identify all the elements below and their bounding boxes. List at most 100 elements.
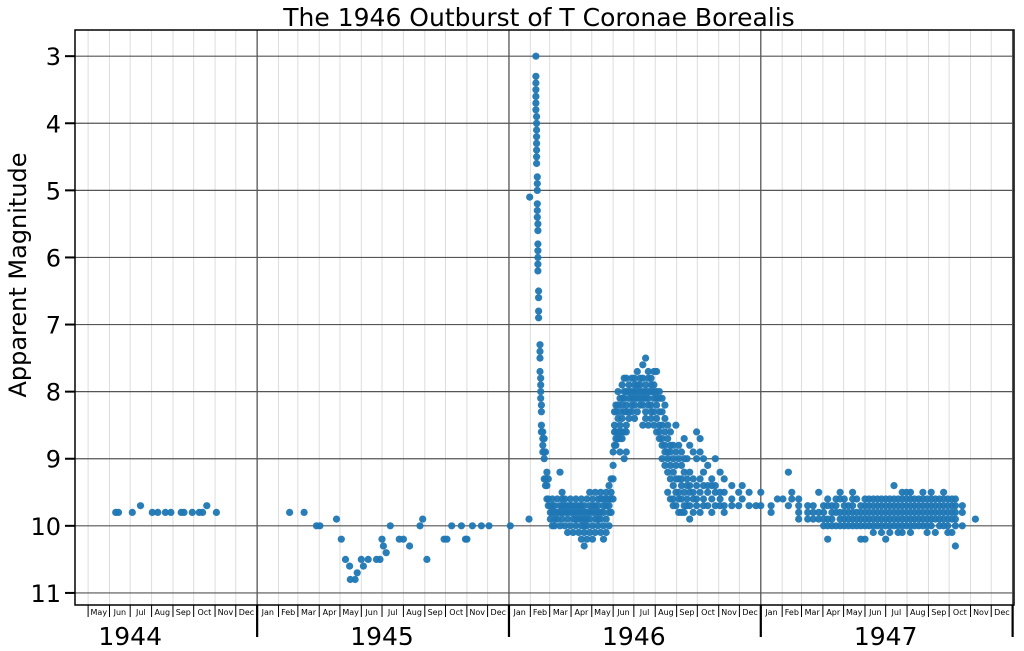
data-point [951, 542, 960, 550]
data-point [203, 502, 211, 510]
data-point [696, 448, 704, 456]
data-point [728, 502, 736, 510]
data-point [680, 508, 688, 516]
data-point [566, 495, 575, 503]
data-point [351, 575, 359, 584]
data-point [853, 495, 861, 503]
month-tick-label: Oct [953, 608, 967, 617]
data-point [735, 502, 743, 510]
data-point [767, 508, 775, 516]
data-point [906, 488, 915, 496]
data-point [861, 535, 869, 543]
data-point [809, 508, 817, 516]
month-tick-label: May [846, 608, 863, 617]
data-point [849, 488, 857, 496]
data-point [536, 354, 544, 362]
data-point [364, 555, 372, 564]
data-point [693, 495, 701, 503]
data-point [795, 508, 803, 516]
month-tick-label: Dec [491, 608, 506, 617]
data-point [616, 421, 624, 429]
data-point [534, 253, 542, 262]
data-point [532, 92, 540, 100]
data-point [664, 435, 672, 443]
axes: May Jun Jul Aug Sep Oct Nov Dec Jan Feb Mar Apr May J… [30, 43, 1014, 651]
data-point [532, 72, 540, 80]
data-point [636, 381, 644, 389]
data-point [658, 421, 666, 429]
data-point [614, 388, 622, 396]
data-point [704, 502, 712, 510]
month-tick-label: May [594, 608, 611, 617]
data-point [382, 549, 390, 557]
data-point [704, 488, 712, 496]
data-point [944, 522, 952, 530]
data-point [423, 555, 431, 564]
data-point [599, 535, 608, 543]
data-point [951, 495, 960, 503]
data-point [609, 475, 617, 483]
y-tick-label: 9 [46, 446, 61, 474]
data-point [677, 448, 686, 456]
data-point [658, 394, 666, 402]
data-point [532, 79, 540, 87]
data-point [757, 488, 765, 496]
data-point [477, 522, 485, 530]
data-point [675, 455, 683, 463]
data-point [672, 421, 680, 429]
data-point [443, 535, 451, 543]
y-tick-label: 8 [46, 379, 61, 407]
data-point [605, 522, 613, 530]
data-point [379, 542, 387, 550]
data-point [539, 428, 547, 436]
data-point [577, 495, 586, 503]
data-point [534, 267, 542, 275]
data-point [696, 475, 704, 483]
data-point [672, 448, 680, 456]
data-point [588, 495, 597, 503]
year-label: 1946 [602, 622, 666, 651]
data-point [537, 381, 545, 389]
data-point [708, 495, 716, 503]
data-point [607, 508, 615, 516]
data-point [569, 528, 577, 537]
data-point [804, 502, 812, 510]
data-point [655, 428, 664, 436]
data-point [506, 522, 514, 530]
data-point [704, 461, 712, 469]
month-tick-label: Aug [658, 608, 674, 617]
month-tick-label: Jan [261, 608, 274, 617]
data-point [689, 488, 697, 496]
data-point [711, 455, 719, 463]
data-point [696, 488, 704, 496]
data-point [890, 482, 898, 490]
month-tick-label: Apr [323, 608, 338, 617]
data-point [720, 502, 728, 510]
data-point [642, 354, 650, 362]
data-point [686, 468, 694, 476]
data-point [669, 468, 677, 476]
data-point [680, 468, 688, 476]
data-point [609, 495, 617, 503]
data-point [809, 502, 817, 510]
data-point [541, 448, 550, 456]
data-point [359, 562, 367, 570]
data-point [533, 139, 541, 147]
data-point [353, 569, 361, 577]
data-point [630, 414, 639, 423]
data-point [534, 260, 542, 268]
data-point [639, 421, 647, 429]
data-point [686, 441, 694, 449]
month-tick-label: Dec [239, 608, 254, 617]
month-tick-label: Oct [449, 608, 463, 617]
data-point [669, 455, 677, 463]
month-tick-label: Oct [197, 608, 211, 617]
data-point [346, 562, 354, 570]
data-point [535, 307, 543, 315]
data-point [609, 448, 617, 456]
data-point [804, 515, 812, 523]
data-point [533, 153, 541, 161]
data-point [699, 495, 708, 503]
data-point [642, 408, 650, 416]
